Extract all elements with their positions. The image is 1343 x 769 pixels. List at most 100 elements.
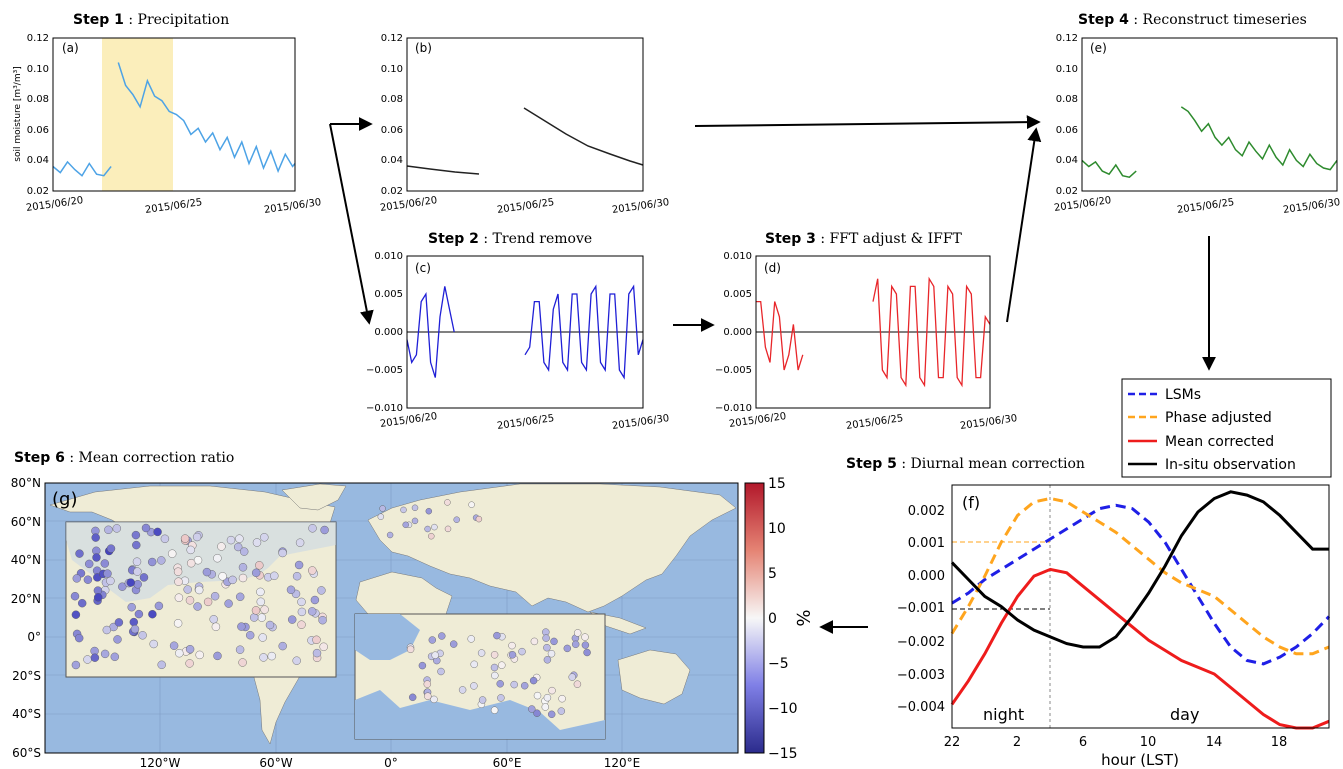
tick-label: 2015/06/20 [379,195,438,214]
x-axis: 2015/06/20 2015/06/25 2015/06/30 [379,411,670,432]
station-marker [225,600,233,608]
station-marker [317,586,325,594]
station-marker [542,704,549,711]
lon-label: 60°E [493,756,522,769]
x-axis: 22 2 6 10 14 18 [944,735,1288,750]
station-marker [101,560,109,568]
station-marker [509,651,516,658]
station-marker [158,661,166,669]
step4-title: Step 4 : Reconstruct timeseries [1078,12,1307,28]
inset-usa [66,522,336,677]
tick-label: 0.005 [374,289,403,300]
station-marker [72,611,80,619]
panel-g: (g) 80°N 60°N 40°N 20°N 0° 20°S 40°S 60°… [11,476,813,769]
station-marker [298,621,306,629]
station-marker [239,659,247,667]
tick-label: 0.04 [27,155,49,166]
station-marker [431,696,438,703]
station-marker [412,505,418,511]
station-marker [94,593,102,601]
station-marker [270,572,278,580]
panel-d: (d) −0.010 −0.005 0.000 0.005 0.010 2015… [715,251,1018,432]
station-marker [491,664,498,671]
tick-label: 0.02 [1056,186,1078,197]
tick-label: 0.000 [723,327,752,338]
station-marker [211,592,219,600]
station-marker [217,543,225,551]
tick-label: 2015/06/30 [263,197,322,216]
station-marker [308,607,316,615]
tick-label: 2 [1013,735,1021,750]
station-marker [140,573,148,581]
station-marker [237,623,245,631]
station-marker [186,659,194,667]
panel-c: (c) −0.010 −0.005 0.000 0.005 0.010 2015… [366,251,670,432]
station-marker [174,619,182,627]
station-marker [148,610,156,618]
precip-highlight [102,38,173,191]
legend-item-phase: Phase adjusted [1165,410,1272,426]
station-marker [424,681,431,688]
station-marker [257,598,265,606]
station-marker [134,580,142,588]
station-marker [468,635,475,642]
lat-label: 60°N [11,515,41,529]
station-marker [574,681,581,688]
station-marker [204,598,212,606]
station-marker [175,649,183,657]
station-marker [252,569,260,577]
station-marker [296,539,304,547]
station-marker [569,674,576,681]
station-marker [84,656,92,664]
station-marker [432,652,439,659]
tick-label: 0.005 [723,289,752,300]
tick-label: 0.08 [27,94,49,105]
station-marker [478,650,485,657]
y-axis: −0.010 −0.005 0.000 0.005 0.010 [366,251,403,414]
station-marker [256,588,264,596]
station-marker [509,642,516,649]
panel-label: (g) [52,489,77,510]
station-marker [469,502,475,508]
station-marker [75,634,83,642]
tick-label: 0.12 [1056,33,1078,44]
station-marker [193,533,201,541]
colorbar [745,483,764,753]
station-marker [511,681,518,688]
station-marker [76,550,84,558]
station-marker [497,694,504,701]
tick-label: 0.04 [381,155,403,166]
station-marker [203,568,211,576]
station-marker [260,653,268,661]
station-marker [106,577,114,585]
colorbar-tick: −15 [768,746,798,762]
station-marker [240,548,248,556]
station-marker [574,629,581,636]
station-marker [91,654,99,662]
station-marker [531,638,538,645]
arrow-b-to-e [695,122,1038,126]
colorbar-tick: 0 [768,611,777,627]
station-marker [107,545,115,553]
station-marker [196,651,204,659]
station-marker [320,643,328,651]
station-marker [115,618,123,626]
station-marker [253,539,261,547]
colorbar-tick: −5 [768,656,789,672]
station-marker [239,563,247,571]
station-marker [528,706,535,713]
station-marker [445,526,451,532]
station-marker [148,558,156,566]
tick-label: 0.10 [1056,64,1078,75]
station-marker [252,606,260,614]
station-marker [293,657,301,665]
station-marker [168,550,176,558]
station-marker [279,642,287,650]
lon-label: 120°E [604,756,641,769]
station-marker [175,578,183,586]
tick-label: 10 [1140,735,1157,750]
station-marker [239,574,247,582]
station-marker [429,637,436,644]
panel-b: (b) 0.02 0.04 0.06 0.08 0.10 0.12 2015/0… [379,33,670,216]
tick-label: 0.06 [381,125,403,136]
